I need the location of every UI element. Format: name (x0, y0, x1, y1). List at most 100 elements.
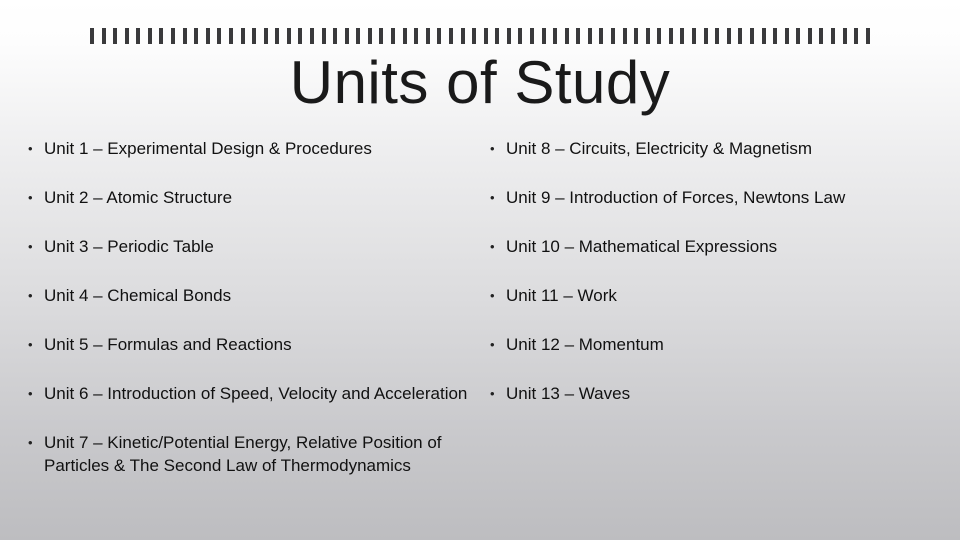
list-item: •Unit 9 – Introduction of Forces, Newton… (490, 187, 932, 210)
tick-mark (136, 28, 140, 44)
list-item-label: Unit 3 – Periodic Table (44, 236, 470, 259)
tick-mark (345, 28, 349, 44)
tick-mark (125, 28, 129, 44)
bullet-icon: • (490, 187, 506, 209)
tick-mark (298, 28, 302, 44)
bullet-icon: • (28, 383, 44, 405)
tick-mark (634, 28, 638, 44)
tick-mark (275, 28, 279, 44)
tick-mark (715, 28, 719, 44)
tick-mark (669, 28, 673, 44)
tick-mark (704, 28, 708, 44)
tick-mark (426, 28, 430, 44)
tick-mark (102, 28, 106, 44)
list-item-label: Unit 2 – Atomic Structure (44, 187, 470, 210)
tick-mark (229, 28, 233, 44)
tick-mark (322, 28, 326, 44)
list-item-label: Unit 4 – Chemical Bonds (44, 285, 470, 308)
tick-mark (762, 28, 766, 44)
tick-mark (796, 28, 800, 44)
tick-mark (206, 28, 210, 44)
tick-mark (507, 28, 511, 44)
list-item-label: Unit 7 – Kinetic/Potential Energy, Relat… (44, 432, 470, 478)
list-item: •Unit 13 – Waves (490, 383, 932, 406)
tick-mark (368, 28, 372, 44)
tick-mark (472, 28, 476, 44)
list-item-label: Unit 10 – Mathematical Expressions (506, 236, 932, 259)
tick-mark (553, 28, 557, 44)
bullet-icon: • (490, 138, 506, 160)
list-item: •Unit 7 – Kinetic/Potential Energy, Rela… (28, 432, 470, 478)
tick-mark (576, 28, 580, 44)
tick-mark (461, 28, 465, 44)
tick-mark (264, 28, 268, 44)
tick-mark (623, 28, 627, 44)
tick-mark (437, 28, 441, 44)
tick-mark (854, 28, 858, 44)
bullet-icon: • (28, 138, 44, 160)
list-item: •Unit 4 – Chemical Bonds (28, 285, 470, 308)
tick-mark (530, 28, 534, 44)
tick-mark (403, 28, 407, 44)
bullet-icon: • (28, 432, 44, 454)
list-item-label: Unit 11 – Work (506, 285, 932, 308)
list-item-label: Unit 6 – Introduction of Speed, Velocity… (44, 383, 470, 406)
tick-mark (113, 28, 117, 44)
list-item: •Unit 1 – Experimental Design & Procedur… (28, 138, 470, 161)
decorative-tick-border (90, 28, 870, 44)
tick-mark (217, 28, 221, 44)
tick-mark (449, 28, 453, 44)
tick-mark (414, 28, 418, 44)
right-column: •Unit 8 – Circuits, Electricity & Magnet… (490, 138, 932, 530)
tick-mark (183, 28, 187, 44)
tick-mark (379, 28, 383, 44)
list-item-label: Unit 12 – Momentum (506, 334, 932, 357)
tick-mark (356, 28, 360, 44)
list-item-label: Unit 8 – Circuits, Electricity & Magneti… (506, 138, 932, 161)
list-item: •Unit 3 – Periodic Table (28, 236, 470, 259)
tick-mark (194, 28, 198, 44)
bullet-icon: • (28, 187, 44, 209)
list-item-label: Unit 13 – Waves (506, 383, 932, 406)
list-item: •Unit 2 – Atomic Structure (28, 187, 470, 210)
bullet-icon: • (490, 383, 506, 405)
tick-mark (159, 28, 163, 44)
tick-mark (287, 28, 291, 44)
content-columns: •Unit 1 – Experimental Design & Procedur… (28, 138, 932, 530)
list-item: •Unit 10 – Mathematical Expressions (490, 236, 932, 259)
tick-mark (148, 28, 152, 44)
bullet-icon: • (490, 236, 506, 258)
tick-mark (599, 28, 603, 44)
list-item: •Unit 6 – Introduction of Speed, Velocit… (28, 383, 470, 406)
tick-mark (738, 28, 742, 44)
tick-mark (391, 28, 395, 44)
tick-mark (657, 28, 661, 44)
bullet-icon: • (28, 285, 44, 307)
left-column: •Unit 1 – Experimental Design & Procedur… (28, 138, 470, 530)
tick-mark (495, 28, 499, 44)
tick-mark (484, 28, 488, 44)
tick-mark (171, 28, 175, 44)
tick-mark (831, 28, 835, 44)
tick-mark (843, 28, 847, 44)
list-item: •Unit 12 – Momentum (490, 334, 932, 357)
list-item-label: Unit 9 – Introduction of Forces, Newtons… (506, 187, 932, 210)
tick-mark (727, 28, 731, 44)
tick-mark (692, 28, 696, 44)
list-item-label: Unit 5 – Formulas and Reactions (44, 334, 470, 357)
tick-mark (542, 28, 546, 44)
tick-mark (518, 28, 522, 44)
list-item: •Unit 11 – Work (490, 285, 932, 308)
tick-mark (819, 28, 823, 44)
bullet-icon: • (28, 334, 44, 356)
page-title: Units of Study (0, 48, 960, 117)
tick-mark (611, 28, 615, 44)
tick-mark (310, 28, 314, 44)
bullet-icon: • (28, 236, 44, 258)
list-item: •Unit 5 – Formulas and Reactions (28, 334, 470, 357)
tick-mark (785, 28, 789, 44)
tick-mark (252, 28, 256, 44)
list-item: •Unit 8 – Circuits, Electricity & Magnet… (490, 138, 932, 161)
bullet-icon: • (490, 285, 506, 307)
bullet-icon: • (490, 334, 506, 356)
